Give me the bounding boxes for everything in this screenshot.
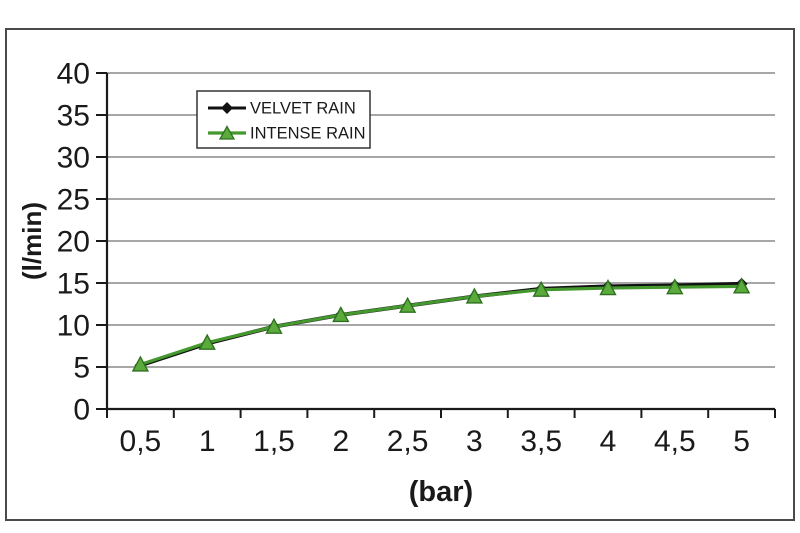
data-point-triangle [265,317,283,334]
legend-label-intense-rain: INTENSE RAIN [250,125,366,143]
x-tick-label: 2,5 [387,425,429,458]
data-point-triangle [599,279,617,296]
intense-rain-triangle-icon [218,125,236,140]
x-tick-label: 1 [199,425,216,458]
legend-label-velvet-rain: VELVET RAIN [250,100,356,118]
data-point-triangle [465,287,484,304]
x-tick-label: 3 [466,425,483,458]
data-point-triangle [198,333,216,350]
y-tick-label: 0 [73,394,90,427]
velvet-rain-diamond-icon [221,102,233,114]
x-tick-label: 0,5 [120,425,162,458]
y-tick-label: 10 [57,310,90,343]
x-tick-label: 5 [733,425,750,458]
data-point-triangle [398,296,417,313]
data-point-triangle [732,277,751,294]
data-point-triangle [666,278,684,295]
x-tick-label: 4,5 [654,425,696,458]
x-tick-label: 2 [332,425,349,458]
x-tick-label: 3,5 [520,425,562,458]
data-point-triangle [532,280,550,297]
y-tick-label: 40 [57,58,90,91]
x-axis-title: (bar) [409,476,473,508]
legend-entry-intense-rain: INTENSE RAIN [208,125,366,143]
legend-entry-velvet-rain: VELVET RAIN [208,100,356,118]
y-tick-label: 25 [57,184,90,217]
series-line-1 [139,284,742,367]
y-axis-title: (l/min) [17,202,47,280]
x-tick-label: 4 [600,425,617,458]
data-point-triangle [131,355,150,372]
legend: VELVET RAIN INTENSE RAIN [196,90,371,149]
y-tick-label: 15 [57,268,90,301]
x-tick-label: 1,5 [253,425,295,458]
y-tick-label: 35 [57,100,90,133]
plot-generated: 0 5 10 15 20 25 30 35 40 0,5 1 1,5 2 2,5 3 3,5 4 4,5 5 [57,58,776,458]
chart-frame [5,28,795,521]
y-tick-label: 20 [57,226,90,259]
y-tick-label: 5 [73,352,90,385]
y-tick-label: 30 [57,142,90,175]
data-point-triangle [332,305,350,323]
